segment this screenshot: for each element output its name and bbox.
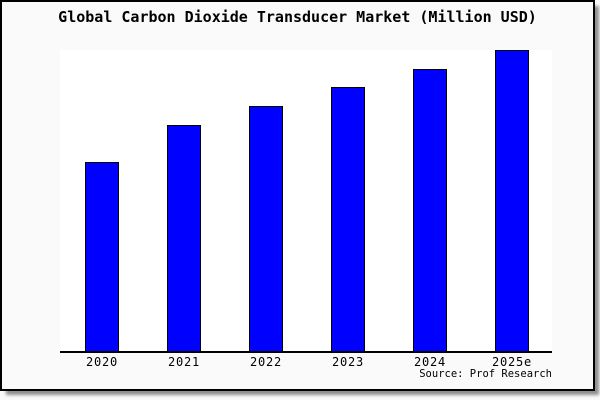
chart-title: Global Carbon Dioxide Transducer Market … xyxy=(58,8,537,26)
plot-area xyxy=(60,50,552,353)
x-tick-label-2025e: 2025e xyxy=(491,355,533,369)
chart-frame: Global Carbon Dioxide Transducer Market … xyxy=(0,0,595,391)
bar-2024 xyxy=(413,69,447,351)
x-tick-label-2024: 2024 xyxy=(413,355,447,369)
bar-2021 xyxy=(167,125,201,351)
x-tick-label-2020: 2020 xyxy=(85,355,119,369)
bar-2023 xyxy=(331,87,365,351)
x-axis-tick-labels: 2020 2021 2022 2023 2024 2025e xyxy=(2,355,593,371)
x-tick-label-2022: 2022 xyxy=(249,355,283,369)
x-tick-label-2021: 2021 xyxy=(167,355,201,369)
x-tick-label-2023: 2023 xyxy=(331,355,365,369)
bar-2025e xyxy=(495,50,529,351)
bar-2020 xyxy=(85,162,119,351)
source-credit: Source: Prof Research xyxy=(419,368,552,380)
bar-2022 xyxy=(249,106,283,351)
